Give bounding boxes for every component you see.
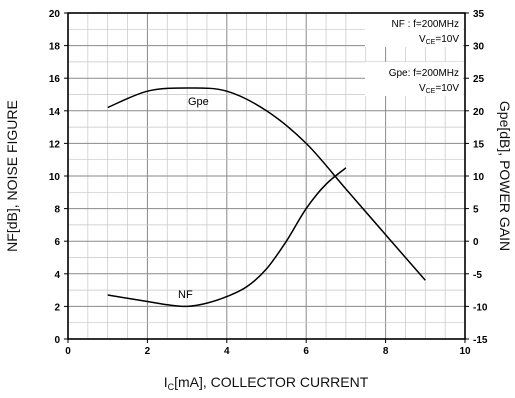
y-left-tick-label: 18	[49, 42, 61, 53]
annotation-nf-line2: VCE=10V	[419, 34, 459, 46]
series-line-nf	[107, 167, 347, 308]
series-line-gpe	[107, 87, 426, 281]
y-right-tick-label: 5	[473, 205, 479, 216]
y-left-tick-label: 12	[49, 139, 61, 150]
annotation-box-nf	[365, 13, 463, 47]
x-tick-label: 2	[145, 346, 151, 357]
y-right-tick-label: 0	[473, 237, 479, 248]
y-left-tick-label: 20	[49, 9, 61, 20]
x-tick-label: 10	[459, 346, 471, 357]
annotation-nf-line1: NF : f=200MHz	[391, 19, 459, 30]
curve-label-gpe: Gpe	[188, 96, 209, 108]
y-axis-label-left: NF[dB], NOISE FIGURE	[4, 100, 20, 252]
x-tick-label: 8	[383, 346, 389, 357]
y-right-tick-label: 25	[473, 74, 485, 85]
y-left-tick-label: 14	[49, 107, 61, 118]
y-left-tick-label: 0	[54, 335, 60, 346]
annotation-box-gpe	[365, 62, 463, 96]
y-left-tick-label: 2	[54, 302, 60, 313]
y-right-tick-label: 20	[473, 107, 485, 118]
y-right-tick-label: -5	[473, 270, 482, 281]
y-right-tick-label: 15	[473, 139, 485, 150]
y-right-tick-label: 35	[473, 9, 485, 20]
plot-frame	[67, 12, 466, 340]
annotation-gpe-line2: VCE=10V	[419, 83, 459, 95]
curves	[107, 87, 426, 308]
x-tick-label: 4	[224, 346, 230, 357]
y-left-tick-label: 6	[54, 237, 60, 248]
y-left-tick-label: 8	[54, 205, 60, 216]
x-tick-label: 0	[65, 346, 71, 357]
curve-label-nf: NF	[178, 289, 193, 301]
x-axis-label: IC[mA], COLLECTOR CURRENT	[164, 374, 369, 392]
tick-labels: 0 2 4 6 8 10 0 2 4 6 8 10 12 14 16 18 20 -15 -10 -5 0 5 10 15 20…	[49, 9, 488, 357]
y-right-tick-label: -15	[473, 335, 488, 346]
y-left-tick-label: 10	[49, 172, 61, 183]
annotation-gpe-line1: Gpe: f=200MHz	[389, 68, 459, 79]
y-right-tick-label: 10	[473, 172, 485, 183]
y-left-tick-label: 16	[49, 74, 61, 85]
x-tick-label: 6	[303, 346, 309, 357]
y-right-tick-label: 30	[473, 42, 485, 53]
y-right-tick-label: -10	[473, 302, 488, 313]
y-left-tick-label: 4	[54, 270, 60, 281]
y-axis-label-right: Gpe[dB], POWER GAIN	[497, 101, 513, 251]
grid	[68, 13, 465, 339]
